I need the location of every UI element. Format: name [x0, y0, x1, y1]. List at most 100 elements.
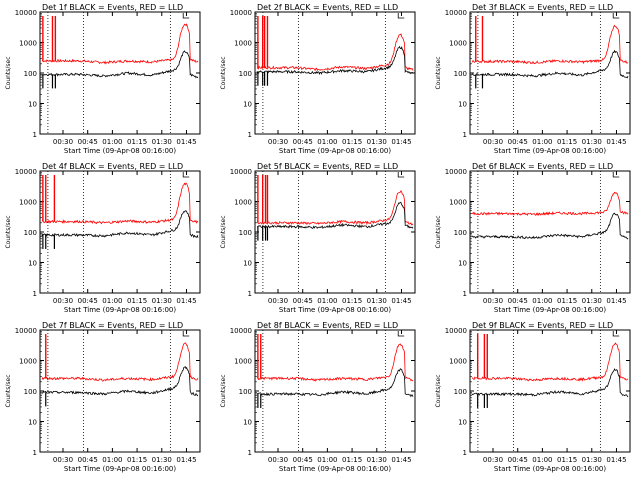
lld-series-line — [41, 342, 199, 382]
x-axis-label: Start Time (09-Apr-08 00:16:00) — [279, 147, 391, 155]
y-tick-label: 10000 — [445, 327, 467, 335]
x-tick-label: 00:45 — [78, 297, 98, 305]
y-axis-label: Counts/sec — [435, 374, 442, 407]
y-tick-label: 1000 — [19, 40, 37, 48]
x-tick-label: 01:00 — [317, 138, 337, 146]
y-tick-label: 10 — [243, 260, 252, 268]
y-tick-label: 10 — [243, 419, 252, 427]
y-tick-label: 10000 — [230, 168, 252, 176]
x-tick-label: 00:45 — [78, 138, 98, 146]
x-tick-label: 00:45 — [293, 138, 313, 146]
plot-frame — [469, 329, 631, 453]
x-axis-label: Start Time (09-Apr-08 00:16:00) — [494, 147, 606, 155]
y-tick-label: 10 — [458, 260, 467, 268]
x-tick-label: 00:30 — [53, 297, 73, 305]
x-tick-label: 01:15 — [342, 138, 362, 146]
y-axis-label: Counts/sec — [5, 374, 12, 407]
panel-3: Det 3f BLACK = Events, RED = LLD 1 10 100 10… — [435, 3, 631, 155]
panel-1: Det 1f BLACK = Events, RED = LLD 1 10 100 10… — [5, 3, 201, 155]
y-tick-label: 1 — [463, 131, 467, 139]
x-tick-label: 01:30 — [152, 456, 172, 464]
y-tick-label: 1 — [33, 131, 37, 139]
x-tick-label: 01:00 — [532, 138, 552, 146]
y-tick-label: 100 — [454, 388, 467, 396]
x-tick-label: 00:30 — [483, 297, 503, 305]
lld-series-line — [471, 191, 629, 217]
events-series-line — [41, 210, 199, 239]
x-tick-label: 00:45 — [78, 456, 98, 464]
x-axis-label: Start Time (09-Apr-08 00:16:00) — [494, 465, 606, 473]
x-tick-label: 01:15 — [557, 138, 577, 146]
panel-title: Det 8f BLACK = Events, RED = LLD — [257, 321, 398, 330]
y-tick-label: 10000 — [445, 9, 467, 17]
panel-title: Det 7f BLACK = Events, RED = LLD — [42, 321, 183, 330]
attenuator-marker — [397, 13, 405, 19]
y-tick-label: 1000 — [449, 199, 467, 207]
attenuator-marker — [182, 13, 190, 19]
y-tick-label: 1000 — [234, 199, 252, 207]
attenuator-marker — [397, 172, 405, 178]
lld-series-line — [41, 182, 199, 225]
lld-series-line — [256, 343, 414, 382]
y-tick-label: 1 — [33, 449, 37, 457]
x-tick-label: 00:30 — [268, 297, 288, 305]
events-series-line — [256, 45, 414, 75]
x-tick-label: 01:45 — [176, 138, 196, 146]
x-tick-label: 01:30 — [367, 297, 387, 305]
panel-title: Det 6f BLACK = Events, RED = LLD — [472, 162, 613, 171]
panel-title: Det 5f BLACK = Events, RED = LLD — [257, 162, 398, 171]
y-axis-label: Counts/sec — [5, 56, 12, 89]
y-axis-label: Counts/sec — [220, 215, 227, 248]
y-tick-label: 100 — [239, 388, 252, 396]
lld-series-line — [256, 189, 414, 226]
plot-frame — [254, 170, 416, 294]
x-tick-label: 01:00 — [317, 456, 337, 464]
x-tick-label: 01:45 — [176, 456, 196, 464]
events-series-line — [471, 368, 629, 398]
lld-series-line — [471, 342, 629, 382]
x-tick-label: 01:45 — [391, 456, 411, 464]
x-tick-label: 01:15 — [557, 456, 577, 464]
attenuator-marker — [612, 172, 620, 178]
x-tick-label: 01:15 — [342, 456, 362, 464]
y-tick-label: 100 — [24, 388, 37, 396]
x-tick-label: 01:00 — [317, 297, 337, 305]
x-tick-label: 01:15 — [557, 297, 577, 305]
y-tick-label: 1 — [463, 449, 467, 457]
panel-6: Det 6f BLACK = Events, RED = LLD 1 10 100 10… — [435, 162, 631, 314]
x-axis-label: Start Time (09-Apr-08 00:16:00) — [64, 306, 176, 314]
x-tick-label: 01:30 — [152, 138, 172, 146]
x-tick-label: 01:30 — [152, 297, 172, 305]
x-tick-label: 01:45 — [606, 456, 626, 464]
events-series-line — [41, 50, 199, 79]
panel-2: Det 2f BLACK = Events, RED = LLD 1 10 100 10… — [220, 3, 416, 155]
y-tick-label: 100 — [24, 70, 37, 78]
x-axis-label: Start Time (09-Apr-08 00:16:00) — [64, 147, 176, 155]
y-tick-label: 10000 — [230, 327, 252, 335]
events-series-line — [41, 366, 199, 397]
x-tick-label: 01:30 — [367, 456, 387, 464]
x-axis-label: Start Time (09-Apr-08 00:16:00) — [64, 465, 176, 473]
y-tick-label: 1000 — [19, 358, 37, 366]
y-tick-label: 1 — [33, 290, 37, 298]
y-tick-label: 10000 — [15, 327, 37, 335]
events-series-line — [256, 368, 414, 398]
y-tick-label: 1 — [248, 449, 252, 457]
plot-frame — [254, 11, 416, 135]
panel-title: Det 1f BLACK = Events, RED = LLD — [42, 3, 183, 12]
x-tick-label: 01:15 — [127, 456, 147, 464]
x-tick-label: 00:30 — [483, 138, 503, 146]
x-axis-label: Start Time (09-Apr-08 00:16:00) — [279, 306, 391, 314]
y-tick-label: 10 — [458, 101, 467, 109]
y-axis-label: Counts/sec — [435, 56, 442, 89]
x-tick-label: 01:45 — [606, 138, 626, 146]
x-tick-label: 01:45 — [606, 297, 626, 305]
y-axis-label: Counts/sec — [220, 374, 227, 407]
lld-series-line — [256, 33, 414, 72]
x-tick-label: 00:45 — [508, 138, 528, 146]
y-tick-label: 10 — [243, 101, 252, 109]
y-tick-label: 1 — [248, 290, 252, 298]
x-tick-label: 01:45 — [391, 138, 411, 146]
panel-9: Det 9f BLACK = Events, RED = LLD 1 10 100 10… — [435, 321, 631, 473]
